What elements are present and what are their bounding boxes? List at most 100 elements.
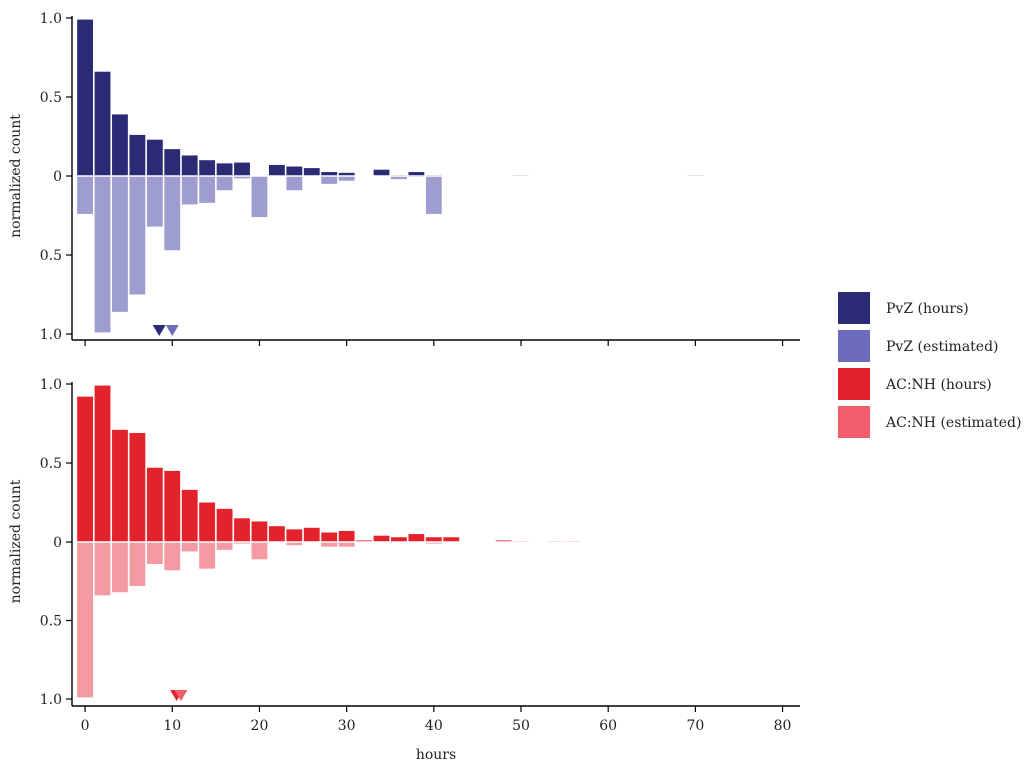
bar [164, 542, 181, 571]
bar [94, 71, 111, 176]
bar [94, 542, 111, 596]
bar [181, 542, 198, 552]
bar [251, 521, 268, 542]
x-tick-label: 70 [686, 718, 704, 734]
bar [303, 527, 320, 542]
bar [425, 176, 442, 214]
bar [216, 176, 233, 191]
median-marker [174, 690, 188, 701]
bar [199, 542, 216, 569]
bar [373, 169, 390, 176]
bar [181, 489, 198, 542]
bar [112, 114, 128, 176]
legend-swatch [838, 368, 870, 400]
bar [286, 542, 303, 546]
bar [268, 526, 285, 542]
bar [199, 176, 216, 203]
bar [425, 537, 442, 542]
bar [268, 164, 285, 176]
bar [356, 540, 372, 542]
bar [495, 540, 512, 542]
bar [129, 432, 146, 542]
bar [112, 429, 128, 542]
bar [303, 168, 320, 176]
legend-label: PvZ (hours) [886, 301, 969, 317]
x-axis-title: hours [416, 747, 456, 763]
bar [234, 518, 250, 542]
legend-swatch [838, 330, 870, 362]
bar [338, 176, 355, 181]
bar [164, 470, 181, 542]
bar [216, 508, 233, 542]
bar [425, 542, 442, 544]
bar [129, 176, 146, 295]
y-tick-label: 0 [53, 535, 62, 551]
bar [338, 172, 355, 176]
legend-label: AC:NH (hours) [885, 377, 992, 393]
y-tick-label: 0.5 [40, 90, 62, 106]
x-tick-label: 30 [338, 718, 356, 734]
x-tick-label: 0 [81, 718, 90, 734]
y-axis-title-acnh: normalized count [8, 479, 24, 603]
bar [164, 176, 181, 251]
bar [321, 542, 338, 547]
bar [77, 176, 93, 214]
y-tick-label: 0.5 [40, 456, 62, 472]
x-tick-label: 50 [512, 718, 530, 734]
bar [199, 160, 216, 176]
bar [181, 176, 198, 205]
x-tick-label: 20 [251, 718, 269, 734]
legend-swatch [838, 406, 870, 438]
panel-pvz: 1.0 0.5 0 0.5 1.0 [40, 11, 800, 346]
legend-swatch [838, 292, 870, 324]
y-axis-title-pvz: normalized count [8, 114, 24, 238]
bar [373, 535, 390, 542]
x-tick-label: 40 [425, 718, 443, 734]
bar [112, 542, 128, 593]
median-marker [165, 325, 179, 336]
y-tick-label: 1.0 [40, 692, 62, 708]
legend: PvZ (hours) PvZ (estimated) AC:NH (hours) A… [838, 292, 1021, 438]
legend-label: PvZ (estimated) [886, 339, 999, 355]
bar [216, 542, 233, 550]
bar [234, 542, 250, 544]
bar [321, 176, 338, 184]
bar [286, 166, 303, 176]
bar [251, 176, 268, 218]
bar [338, 542, 355, 547]
panel-acnh: 1.0 0.5 0 0.5 1.0 0 10 20 30 40 50 60 70 80 [40, 377, 800, 734]
bar [408, 172, 425, 176]
bar [181, 155, 198, 176]
bar [391, 176, 407, 180]
median-marker [152, 325, 166, 336]
bar [146, 139, 163, 176]
bar [146, 176, 163, 227]
bar [199, 502, 216, 542]
y-tick-label: 0 [53, 169, 62, 185]
bar [146, 467, 163, 542]
bar [77, 542, 93, 698]
bar [94, 385, 111, 542]
x-tick-label: 10 [163, 718, 181, 734]
bar [146, 542, 163, 564]
bar [338, 530, 355, 542]
bar [112, 176, 128, 312]
bar [408, 534, 425, 542]
bar [286, 529, 303, 542]
bar [321, 532, 338, 542]
bar [391, 537, 407, 542]
y-tick-label: 0.5 [40, 614, 62, 630]
legend-label: AC:NH (estimated) [885, 415, 1021, 431]
y-tick-label: 0.5 [40, 248, 62, 264]
bar [77, 396, 93, 542]
bar [164, 149, 181, 176]
bar [94, 176, 111, 333]
bar [251, 542, 268, 560]
bar [443, 537, 460, 542]
bar [286, 176, 303, 191]
x-tick-label: 60 [599, 718, 617, 734]
bar [77, 19, 93, 176]
y-tick-label: 1.0 [40, 11, 62, 27]
